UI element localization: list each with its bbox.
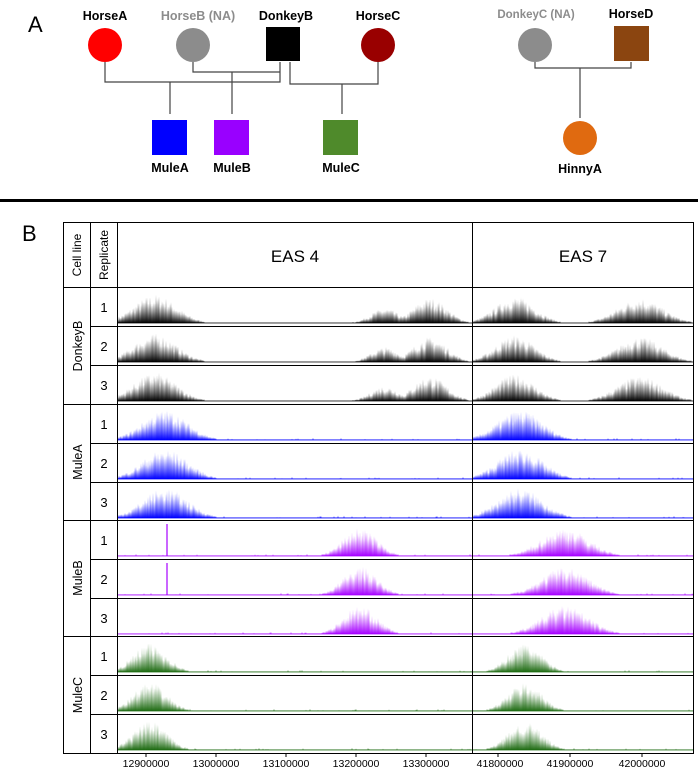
donkey-c-label: DonkeyC (NA) <box>497 9 574 21</box>
donkey-b-symbol <box>266 27 300 61</box>
horse-d-symbol <box>614 26 649 61</box>
coverage-track <box>118 643 473 672</box>
coverage-track <box>118 489 473 518</box>
mule-b-label: MuleB <box>213 161 251 175</box>
coverage-track <box>473 411 694 440</box>
pedigree-lines <box>104 62 632 118</box>
replicate-number: 3 <box>100 727 107 742</box>
coverage-track <box>473 529 694 556</box>
mule-c-symbol <box>323 120 358 155</box>
tick-label: 41900000 <box>547 758 594 769</box>
replicate-number: 1 <box>100 649 107 664</box>
x-axis <box>145 753 643 757</box>
donkey-c-symbol <box>518 28 552 62</box>
coverage-track <box>118 410 473 440</box>
coverage-track <box>118 294 473 323</box>
horse-d-label: HorseD <box>609 7 653 21</box>
coverage-track <box>473 449 694 479</box>
hinny-a-symbol <box>563 121 597 155</box>
coverage-track <box>473 644 694 672</box>
tick-label: 42000000 <box>619 758 666 769</box>
replicate-number: 2 <box>100 688 107 703</box>
coverage-track <box>118 683 473 711</box>
coverage-track <box>118 372 473 401</box>
horse-a-symbol <box>88 28 122 62</box>
tick-label: 13000000 <box>193 758 240 769</box>
grid-frame <box>63 222 694 754</box>
coverage-track <box>118 450 473 479</box>
coverage-track <box>473 567 694 595</box>
tick-label: 13300000 <box>403 758 450 769</box>
panel-divider <box>0 199 698 202</box>
donkey-b-label: DonkeyB <box>259 9 313 23</box>
replicate-number: 1 <box>100 300 107 315</box>
coverage-track <box>473 335 694 362</box>
coverage-track <box>473 374 694 401</box>
tick-label: 41800000 <box>477 758 524 769</box>
x-axis-labels: 12900000 13000000 13100000 13200000 1330… <box>123 758 666 769</box>
tick-label: 13200000 <box>333 758 380 769</box>
panel-b-label: B <box>22 221 37 246</box>
horse-a-label: HorseA <box>83 9 127 23</box>
coverage-track <box>473 297 694 323</box>
horse-b-label: HorseB (NA) <box>161 9 235 23</box>
coverage-track <box>118 566 473 595</box>
group-label-donkeyb: DonkeyB <box>71 321 85 372</box>
cell-line-header: Cell line <box>70 233 84 276</box>
replicate-number: 3 <box>100 495 107 510</box>
mule-b-symbol <box>214 120 249 155</box>
replicate-number: 2 <box>100 572 107 587</box>
tick-label: 13100000 <box>263 758 310 769</box>
group-label-mulec: MuleC <box>71 677 85 713</box>
coverage-track <box>473 723 694 750</box>
horse-c-label: HorseC <box>356 9 400 23</box>
replicate-number: 1 <box>100 417 107 432</box>
hinny-a-label: HinnyA <box>558 162 602 176</box>
replicate-header: Replicate <box>97 230 111 280</box>
mule-a-label: MuleA <box>151 161 189 175</box>
tracks-layer <box>118 294 694 751</box>
replicate-number: 3 <box>100 611 107 626</box>
coverage-track <box>118 606 473 634</box>
group-label-mulea: MuleA <box>71 444 85 480</box>
replicate-number: 2 <box>100 339 107 354</box>
replicate-number: 3 <box>100 378 107 393</box>
coverage-track <box>473 488 694 518</box>
tick-label: 12900000 <box>123 758 170 769</box>
replicate-labels: 1 2 3 1 2 3 1 2 3 1 2 3 <box>100 300 107 742</box>
horse-c-symbol <box>361 28 395 62</box>
replicate-number: 1 <box>100 533 107 548</box>
panel-a-label: A <box>28 12 43 37</box>
coverage-track <box>473 683 694 711</box>
mule-c-label: MuleC <box>322 161 360 175</box>
coverage-track <box>118 528 473 556</box>
group-label-muleb: MuleB <box>71 560 85 595</box>
coverage-track <box>118 721 473 750</box>
horse-b-symbol <box>176 28 210 62</box>
coverage-track <box>473 605 694 634</box>
region-eas4-title: EAS 4 <box>271 247 319 266</box>
coverage-track <box>118 333 473 362</box>
mule-a-symbol <box>152 120 187 155</box>
replicate-number: 2 <box>100 456 107 471</box>
region-eas7-title: EAS 7 <box>559 247 607 266</box>
